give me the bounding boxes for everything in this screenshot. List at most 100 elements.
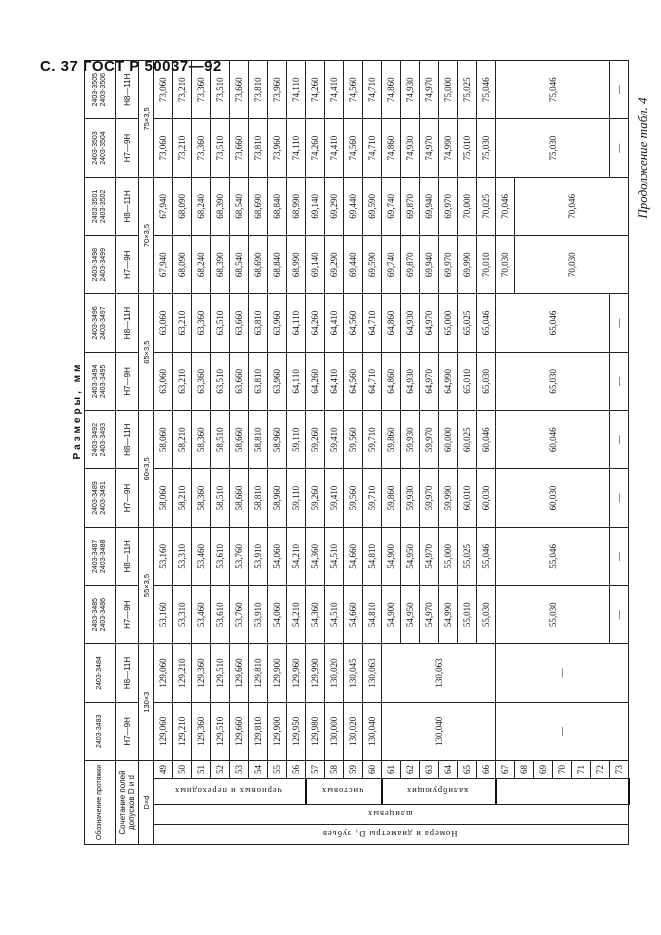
broach-dimensions-table: Размеры, мм Обозначение протяжки 2403-34…: [70, 60, 630, 845]
value-cell: 68,390: [210, 177, 230, 236]
value-cell: 68,090: [172, 235, 192, 294]
broach-code: 2403-3505: [92, 72, 99, 107]
value-cell: 53,610: [210, 527, 230, 586]
table-row: 55 129,900 129,900 54,060 54,060 58,960 58,960…: [267, 60, 287, 845]
value-cell: 69,990: [457, 235, 477, 294]
broach-code-header: 2403-3485 2403-3486: [84, 585, 116, 644]
value-cell: 70,046: [495, 177, 515, 236]
size-header: D×d: [138, 760, 154, 845]
merged-value-cell: 55,046: [495, 527, 610, 586]
value-cell: 63,510: [210, 293, 230, 353]
value-cell: 59,410: [324, 410, 344, 469]
tooth-number: 68: [514, 760, 534, 779]
value-cell: 129,060: [153, 643, 173, 703]
broach-code: 2403-3484: [96, 656, 103, 690]
value-cell: 74,410: [324, 118, 344, 178]
value-cell: 129,360: [191, 702, 211, 761]
table-row: 59 130,020 130,045 54,660 54,660 59,560 59,560…: [343, 60, 363, 845]
value-cell: 63,960: [267, 293, 287, 353]
value-cell: 58,210: [172, 410, 192, 469]
value-cell: 70,030: [495, 235, 515, 294]
merged-value-cell: 70,030: [514, 235, 629, 294]
value-cell: 64,560: [343, 352, 363, 411]
value-cell: 64,710: [362, 293, 382, 353]
value-cell: 73,060: [153, 60, 173, 119]
value-cell: 68,990: [286, 177, 306, 236]
value-cell: —: [609, 527, 629, 586]
value-cell: 59,860: [381, 410, 401, 469]
value-cell: 63,660: [229, 352, 249, 411]
value-cell: 73,210: [172, 60, 192, 119]
value-cell: 68,090: [172, 177, 192, 236]
value-cell: 53,610: [210, 585, 230, 644]
value-cell: 65,030: [476, 352, 496, 411]
value-cell: 64,990: [438, 352, 458, 411]
value-cell: 55,046: [476, 527, 496, 586]
value-cell: 73,360: [191, 60, 211, 119]
value-cell: 73,210: [172, 118, 192, 178]
value-cell: 60,025: [457, 410, 477, 469]
value-cell: 129,060: [153, 702, 173, 761]
value-cell: 130,045: [343, 643, 363, 703]
tooth-number: 63: [419, 760, 439, 779]
value-cell: 65,000: [438, 293, 458, 353]
value-cell: 59,860: [381, 468, 401, 528]
value-cell: 129,900: [267, 643, 287, 703]
table-row: 51 129,360 129,360 53,460 53,460 58,360 58,360…: [191, 60, 211, 845]
size-value: 65×3,5: [138, 293, 154, 411]
value-cell: 59,710: [362, 468, 382, 528]
value-cell: 69,940: [419, 235, 439, 294]
value-cell: 69,970: [438, 177, 458, 236]
value-cell: 64,410: [324, 293, 344, 353]
value-cell: 69,590: [362, 235, 382, 294]
tooth-number: 49: [153, 760, 173, 779]
value-cell: 68,390: [210, 235, 230, 294]
value-cell: 129,210: [172, 702, 192, 761]
value-cell: 129,900: [267, 702, 287, 761]
value-cell: 74,710: [362, 118, 382, 178]
value-cell: —: [609, 468, 629, 528]
value-cell: 63,810: [248, 352, 268, 411]
value-cell: 74,990: [438, 118, 458, 178]
value-cell: 73,510: [210, 60, 230, 119]
tooth-number: 66: [476, 760, 496, 779]
broach-code: 2403-3502: [100, 189, 107, 224]
value-cell: —: [609, 410, 629, 469]
value-cell: 69,940: [419, 177, 439, 236]
tooth-number: 72: [590, 760, 610, 779]
value-cell: 129,990: [305, 643, 325, 703]
value-cell: 63,510: [210, 352, 230, 411]
value-cell: 55,025: [457, 527, 477, 586]
merged-value-cell: 75,030: [495, 118, 610, 178]
broach-code: 2403-3497: [100, 306, 107, 340]
tooth-number: 64: [438, 760, 458, 779]
broach-code: 2403-3496: [92, 306, 99, 340]
tolerance-header: Сочетание полей допусков D и d: [115, 760, 139, 845]
value-cell: 129,950: [286, 702, 306, 761]
value-cell: 130,063: [362, 643, 382, 703]
tolerance-value: H7—9H: [115, 585, 139, 644]
value-cell: 68,540: [229, 235, 249, 294]
tooth-number: 55: [267, 760, 287, 779]
value-cell: 65,010: [457, 352, 477, 411]
tolerance-value: H7—9H: [115, 235, 139, 294]
tooth-number: 51: [191, 760, 211, 779]
tooth-number: 57: [305, 760, 325, 779]
value-cell: 73,810: [248, 118, 268, 178]
table-row: чистовых 57 129,980 129,990 54,360 54,360 59,2…: [305, 60, 382, 845]
value-cell: 64,970: [419, 352, 439, 411]
tooth-number: 50: [172, 760, 192, 779]
value-cell: 130,000: [324, 702, 344, 761]
value-cell: 58,810: [248, 410, 268, 469]
value-cell: 74,560: [343, 60, 363, 119]
value-cell: 63,360: [191, 352, 211, 411]
broach-code-header: 2403-3492 2403-3493: [84, 410, 116, 469]
broach-code: 2403-3493: [100, 422, 107, 457]
merged-value-cell: —: [495, 702, 629, 761]
value-cell: —: [609, 293, 629, 353]
broach-code-header: 2403-3498 2403-3499: [84, 235, 116, 294]
value-cell: 69,440: [343, 177, 363, 236]
value-cell: 69,440: [343, 235, 363, 294]
value-cell: 68,240: [191, 235, 211, 294]
value-cell: 69,140: [305, 177, 325, 236]
